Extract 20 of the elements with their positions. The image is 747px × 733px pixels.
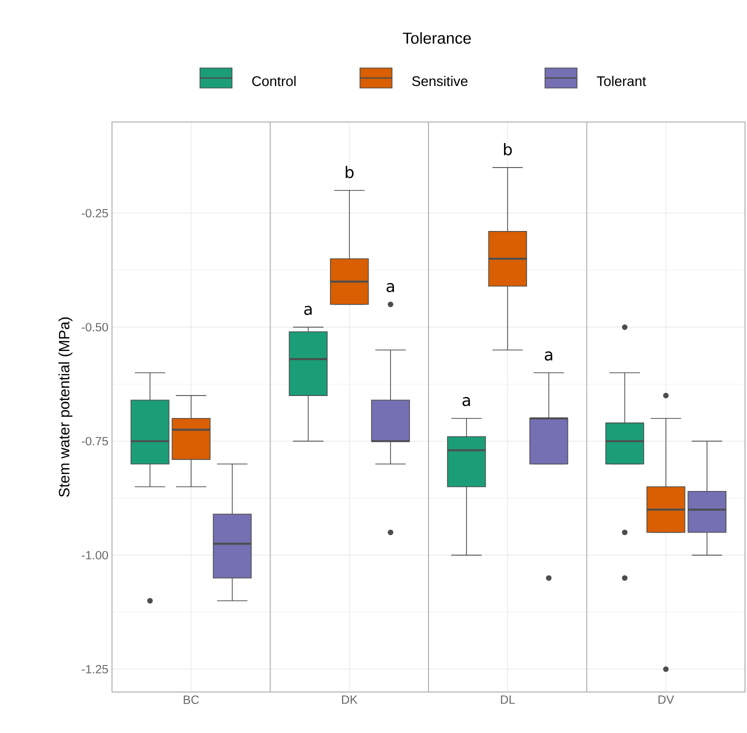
y-tick-label: -0.25 bbox=[82, 208, 108, 218]
annotation: a bbox=[544, 351, 552, 361]
annotation: a bbox=[304, 306, 312, 315]
legend-title: Tolerance bbox=[402, 32, 471, 44]
y-tick-label: -0.75 bbox=[82, 436, 108, 446]
legend-label: Control bbox=[252, 76, 296, 86]
annotation: b bbox=[504, 143, 512, 156]
x-tick-label: DV bbox=[658, 696, 674, 704]
y-tick-label: -1.00 bbox=[82, 550, 108, 560]
x-tick-label: DL bbox=[500, 696, 515, 704]
x-tick-label: DK bbox=[342, 696, 358, 704]
x-tick-label: BC bbox=[184, 696, 199, 704]
y-tick-label: -1.25 bbox=[82, 664, 108, 674]
annotation: a bbox=[462, 397, 470, 406]
y-axis-title: Stem water potential (MPa) bbox=[58, 317, 72, 497]
legend-label: Tolerant bbox=[596, 76, 646, 86]
legend-label: Sensitive bbox=[412, 76, 468, 86]
annotation: b bbox=[346, 166, 354, 178]
y-tick-label: -0.50 bbox=[82, 322, 108, 332]
annotation: a bbox=[386, 283, 394, 292]
